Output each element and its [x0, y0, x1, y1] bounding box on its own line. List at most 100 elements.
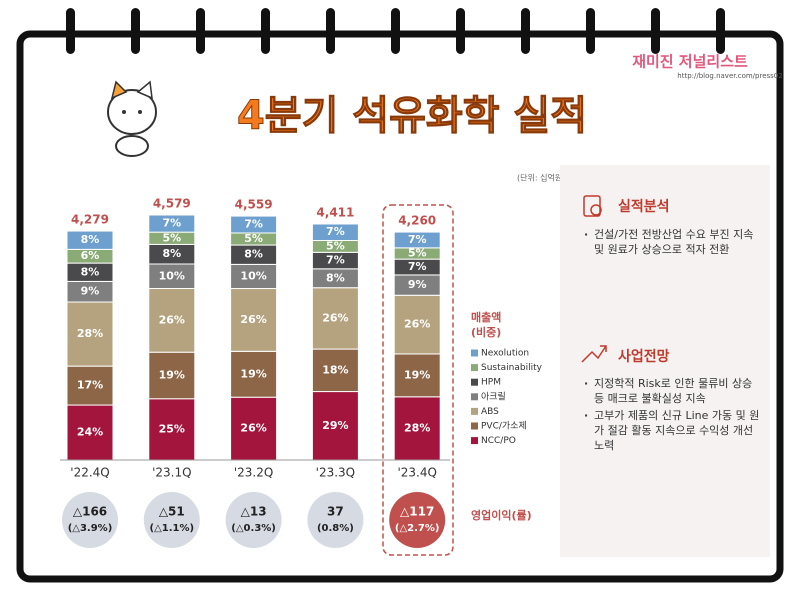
x-tick-label: '23.4Q: [397, 466, 436, 480]
legend-label: ABS: [481, 407, 499, 417]
bar-segment: [230, 263, 278, 290]
legend-title: 매출액: [471, 310, 501, 324]
segment-label: 28%: [404, 421, 430, 434]
segment-label: 8%: [81, 265, 100, 278]
bullet-text: 고부가 제품의 신규 Line 가동 및 원가 절감 활동 지속으로 수익성 개…: [584, 408, 764, 453]
x-tick-label: '23.3Q: [316, 466, 355, 480]
segment-label: 26%: [404, 318, 430, 331]
segment-label: 5%: [408, 247, 427, 260]
segment-label: 29%: [322, 419, 348, 432]
panel-title: 사업전망: [618, 349, 670, 365]
segment-label: 9%: [81, 285, 100, 298]
segment-label: 26%: [159, 313, 185, 326]
segment-label: 26%: [322, 311, 348, 324]
bar-segment: [148, 398, 196, 461]
segment-label: 8%: [162, 247, 181, 260]
profit-bubble: [389, 492, 446, 548]
legend-title: (비중): [471, 325, 501, 339]
segment-label: 7%: [408, 233, 427, 246]
segment-label: 19%: [159, 368, 185, 381]
segment-label: 9%: [408, 278, 427, 291]
legend-swatch: [471, 422, 478, 430]
total-label: 4,411: [316, 205, 354, 219]
profit-rate-label: (△3.9%): [68, 523, 113, 534]
legend-label: 아크릴: [481, 391, 506, 402]
bar-segment: [148, 351, 196, 400]
analysis-list: 건설/가전 전방산업 수요 부진 지속 및 원료가 상승으로 적자 전환: [584, 227, 764, 259]
legend-swatch: [471, 378, 478, 386]
segment-label: 25%: [159, 422, 185, 435]
panel-title: 실적분석: [618, 199, 670, 215]
highlight-box: [382, 204, 454, 556]
bar-segment: [148, 214, 196, 233]
segment-label: 7%: [162, 217, 181, 230]
legend-label: HPM: [481, 378, 501, 388]
profit-bubble: [143, 492, 200, 548]
segment-label: 26%: [240, 313, 266, 326]
segment-label: 7%: [244, 218, 263, 231]
segment-label: 8%: [81, 233, 100, 246]
segment-label: 26%: [240, 422, 266, 435]
profit-label: △13: [241, 505, 267, 519]
profit-title: 영업이익(률): [471, 508, 532, 522]
bar-segment: [230, 215, 278, 234]
outlook-list: 지정학적 Risk로 인한 물류비 상승 등 매크로 불확실성 지속고부가 제품…: [584, 376, 764, 455]
bullet-text: 지정학적 Risk로 인한 물류비 상승 등 매크로 불확실성 지속: [584, 376, 764, 406]
x-tick-label: '22.4Q: [70, 466, 109, 480]
legend-label: Sustainability: [481, 363, 543, 373]
unit: (단위: 십억원): [517, 173, 565, 183]
bar-segment: [393, 231, 441, 249]
bar-segment: [311, 348, 359, 393]
title: 4분기 석유화학 실적: [237, 93, 587, 139]
profit-label: △51: [159, 505, 185, 519]
profit-label: 37: [327, 505, 344, 519]
profit-label: △166: [73, 505, 107, 519]
watermark: 재미진 저널리스트: [632, 53, 748, 71]
mascot: [107, 80, 157, 157]
profit-bubble: [62, 492, 118, 548]
bar-segment: [230, 350, 278, 398]
bar-segment: [311, 223, 359, 242]
profit-rate-label: (0.8%): [317, 523, 354, 534]
legend-label: NCC/PO: [481, 436, 516, 446]
total-label: 4,579: [153, 197, 191, 211]
legend-swatch: [471, 407, 478, 415]
profit-rate-label: (△1.1%): [150, 523, 195, 534]
segment-label: 5%: [326, 239, 345, 252]
legend-label: PVC/가소제: [481, 421, 527, 432]
x-tick-label: '23.2Q: [234, 466, 273, 480]
x-tick-label: '23.1Q: [152, 466, 191, 480]
segment-label: 17%: [77, 379, 103, 392]
segment-label: 24%: [77, 426, 103, 439]
segment-label: 28%: [77, 327, 103, 340]
total-label: 4,559: [235, 198, 273, 212]
legend-swatch: [471, 364, 478, 372]
bar-segment: [311, 391, 359, 461]
segment-label: 10%: [159, 269, 185, 282]
segment-label: 18%: [322, 363, 348, 376]
bullet-text: 건설/가전 전방산업 수요 부진 지속 및 원료가 상승으로 적자 전환: [584, 227, 764, 257]
panel-icons: [581, 195, 607, 363]
bar-segment: [393, 294, 441, 355]
segment-label: 10%: [240, 269, 266, 282]
segment-label: 7%: [326, 225, 345, 238]
total-label: 4,279: [71, 213, 109, 227]
profit-bubble: [307, 492, 364, 548]
segment-label: 5%: [162, 231, 181, 244]
total-label: 4,260: [398, 214, 436, 228]
bar-segment: [311, 287, 359, 350]
bar-segment: [66, 230, 114, 250]
segment-label: 8%: [244, 248, 263, 261]
profit-rate-label: (△2.7%): [395, 523, 440, 534]
profit-rate-label: (△0.3%): [231, 523, 276, 534]
profit-label: △117: [400, 505, 434, 519]
segment-label: 19%: [404, 368, 430, 381]
rings: [66, 8, 725, 54]
profit-bubble: [225, 492, 282, 548]
legend-label: Nexolution: [481, 349, 529, 359]
segment-label: 7%: [326, 254, 345, 267]
segment-label: 7%: [408, 260, 427, 273]
legend-swatch: [471, 349, 478, 357]
